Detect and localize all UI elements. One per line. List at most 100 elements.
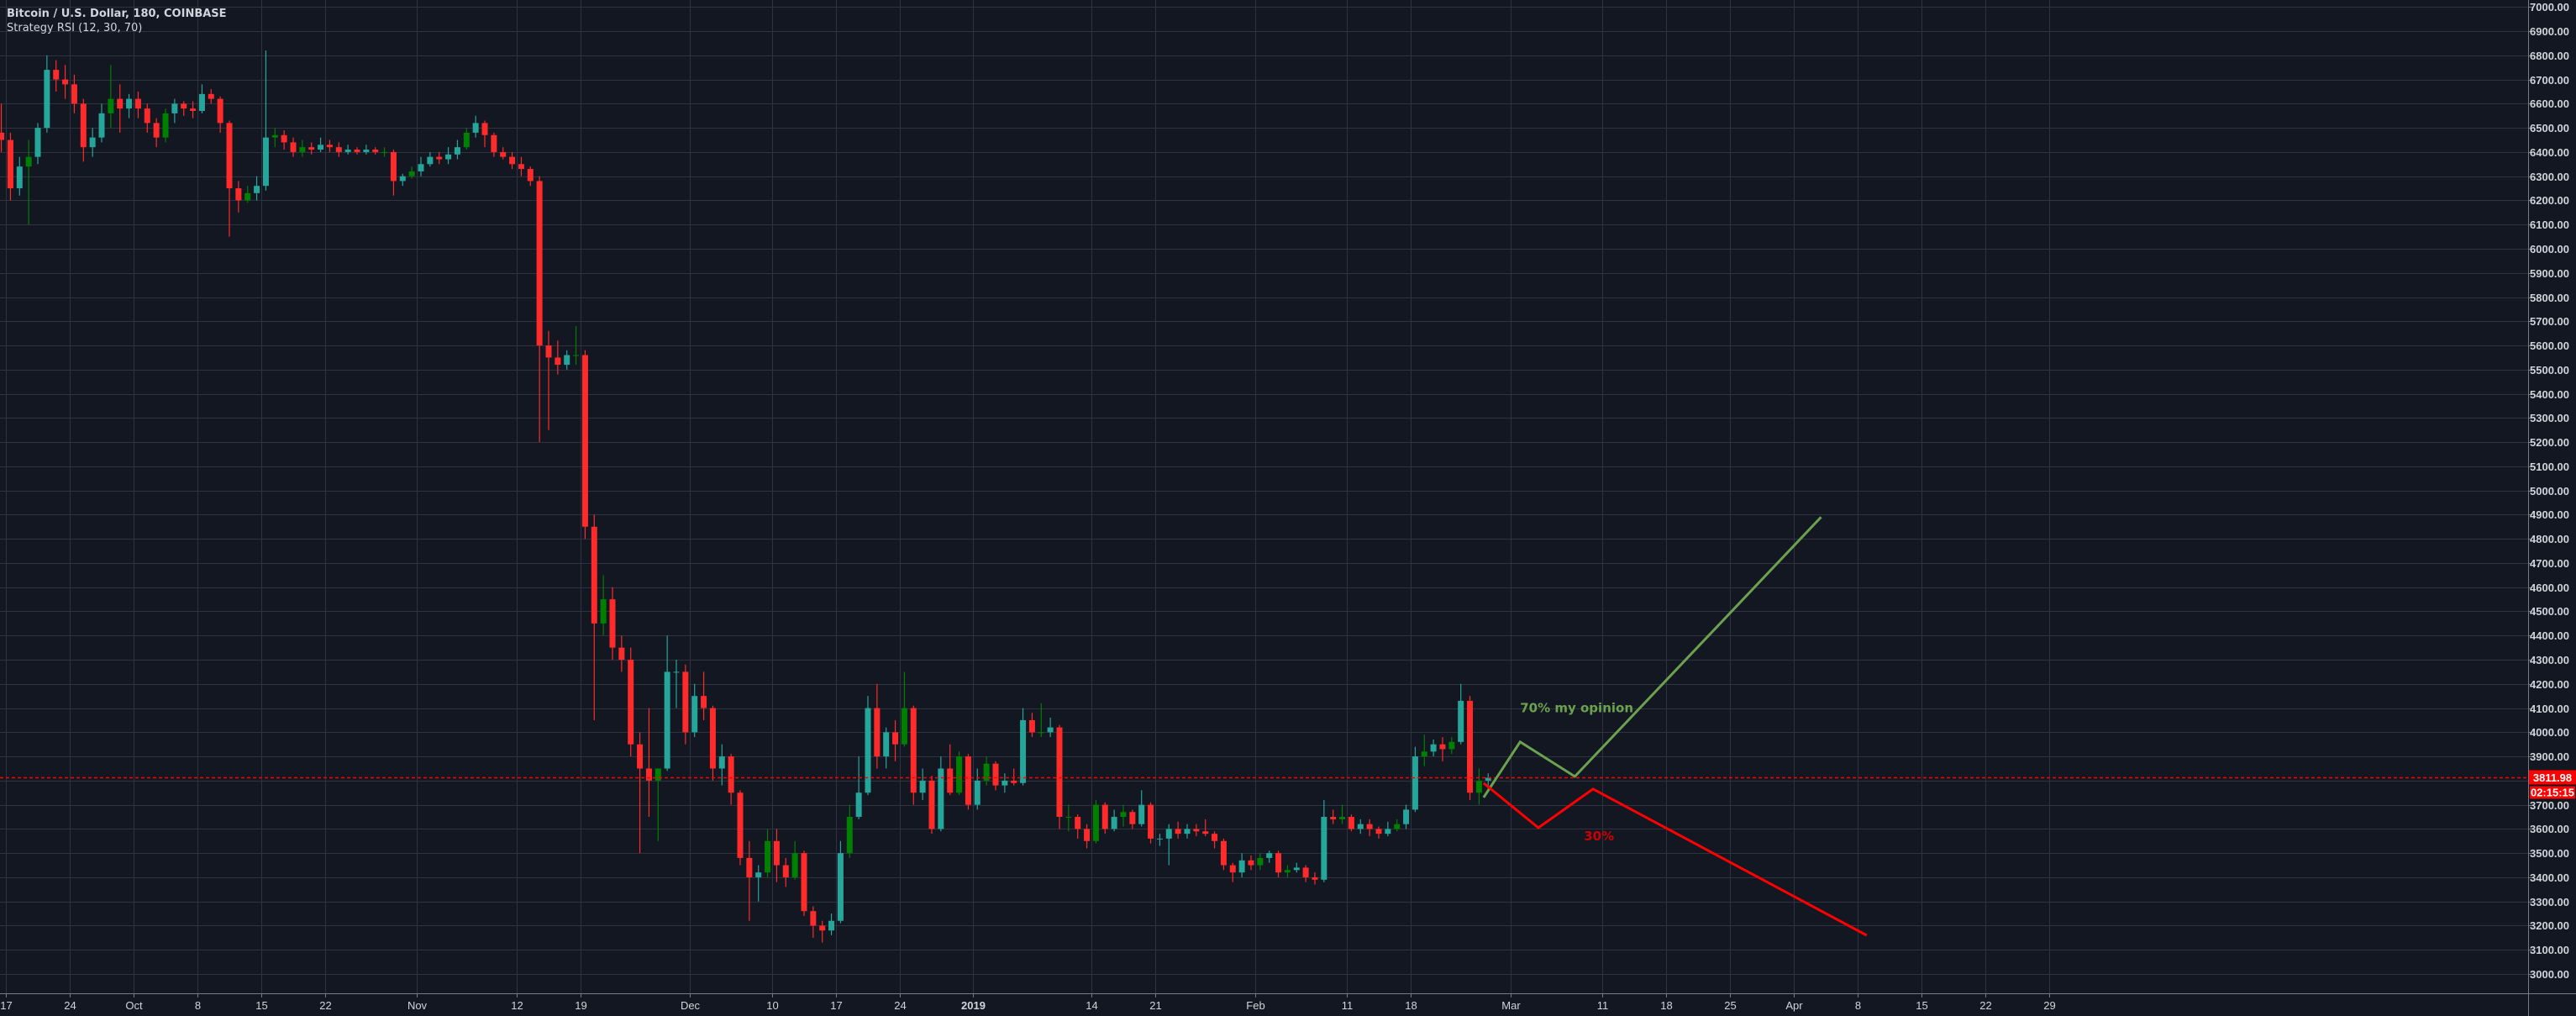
candle-body [1156,838,1163,840]
candle-body [865,708,871,793]
candle-body [1339,817,1346,819]
candle-body [1394,824,1401,829]
time-tick-label: 25 [1724,999,1736,1012]
candle-body [1001,780,1008,786]
candle-body [746,857,753,877]
candle-body [7,140,13,189]
candle-body [408,171,415,176]
price-axis[interactable]: 3000.00 3100.00 3200.00 3300.00 3400.00 3500.… [2528,1,2569,981]
candle-body [318,145,324,150]
candle-body [217,98,223,124]
candle-body [782,865,789,877]
candle-body [791,853,798,877]
scenario-up-path[interactable] [1482,516,1822,798]
candle-body [491,134,497,152]
candle-body [335,147,342,152]
candle-body [372,150,379,152]
candle-body [144,108,150,124]
candle-body [645,768,652,781]
price-tick-label: 5900.00 [2530,267,2569,280]
candle-body [1458,700,1464,742]
candle-body [226,123,233,189]
last-price-label: 3811.98 [2533,771,2572,784]
candle-body [16,166,23,189]
symbol-title[interactable]: Bitcoin / U.S. Dollar, 180, COINBASE [7,8,227,20]
candle-body [326,145,333,148]
candle-body [445,154,452,160]
candle-body [555,357,561,366]
time-tick-label: 12 [511,999,523,1012]
time-tick-label: Mar [1501,999,1521,1012]
price-tick-label: 6700.00 [2530,74,2569,87]
candle-body [1020,719,1027,783]
candle-body [919,780,926,793]
candle-body [709,708,716,769]
candle-body [1165,829,1172,839]
time-tick-label: 10 [766,999,778,1012]
time-tick-label: 15 [1916,999,1927,1012]
time-tick-label: 14 [1086,999,1097,1012]
price-tick-label: 3600.00 [2530,823,2569,835]
candle-body [1266,853,1273,858]
price-tick-label: 6800.00 [2530,50,2569,62]
grid [0,0,2528,993]
price-tick-label: 6400.00 [2530,146,2569,159]
candle-body [1275,853,1282,873]
candle-body [673,671,680,673]
chart-legend: Bitcoin / U.S. Dollar, 180, COINBASE Str… [7,7,227,35]
candle-body [208,93,214,99]
candle-body [308,147,315,150]
candle-body [171,103,178,113]
candle-body [618,647,625,661]
candle-body [1229,865,1236,873]
drawings[interactable] [1482,516,1868,937]
price-tick-label: 5700.00 [2530,315,2569,328]
candle-body [992,763,999,786]
price-tick-label: 5400.00 [2530,388,2569,401]
candle-body [0,132,5,140]
candle-body [956,756,963,793]
time-tick-label: Feb [1246,999,1264,1012]
candle-body [34,128,41,157]
candle-body [1475,780,1482,793]
candle-body [418,164,424,171]
candle-body [1330,817,1337,819]
candle-body [481,123,488,135]
candle-body [254,186,260,193]
candle-body [44,70,50,129]
price-tick-label: 4300.00 [2530,654,2569,666]
candle-body [974,780,980,805]
candle-body [965,756,971,805]
candle-body [765,840,771,873]
candle-body [527,169,534,182]
candle-body [1366,824,1373,829]
price-tick-label: 4200.00 [2530,678,2569,691]
candle-body [691,696,698,733]
candle-body [1385,829,1391,834]
indicator-label[interactable]: Strategy RSI (12, 30, 70) [7,22,143,34]
candle-body [837,853,844,921]
candle-body [509,156,516,165]
price-tick-label: 6500.00 [2530,122,2569,134]
candle-body [1312,876,1318,880]
price-tick-label: 3500.00 [2530,847,2569,860]
candle-body [162,113,169,138]
price-tick-label: 6300.00 [2530,171,2569,183]
price-tick-label: 5300.00 [2530,412,2569,424]
price-tick-label: 5600.00 [2530,340,2569,352]
price-tick-label: 3900.00 [2530,750,2569,763]
price-tick-label: 4100.00 [2530,703,2569,715]
candle-body [1028,719,1035,733]
candle-body [564,355,570,366]
candle-body [1348,817,1354,829]
candle-body [53,70,60,80]
price-tick-label: 4600.00 [2530,582,2569,594]
time-axis[interactable]: 17 24 Oct 8 15 22 Nov 12 19 Dec 10 17 24 2019 14 21 Feb 1… [0,993,2056,1012]
candle-body [1129,812,1136,824]
candle-body [399,176,406,182]
time-tick-label: 29 [2043,999,2055,1012]
price-tick-label: 6600.00 [2530,97,2569,110]
scenario-down-path[interactable] [1482,782,1868,937]
